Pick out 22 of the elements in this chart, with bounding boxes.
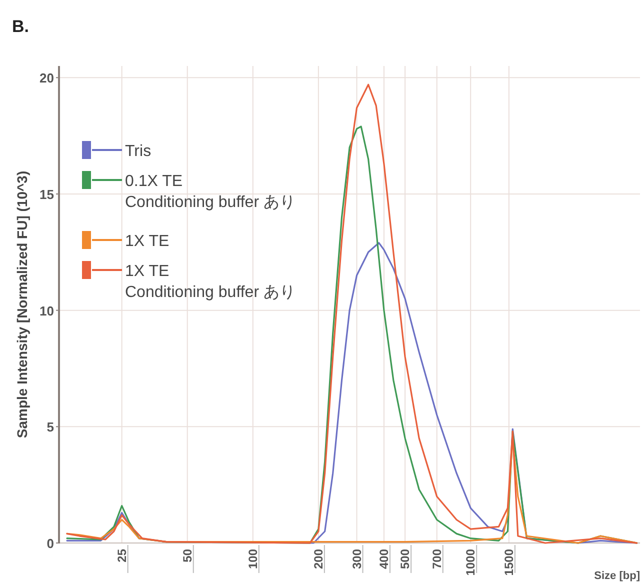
y-tick-label: 15 xyxy=(40,186,54,202)
x-axis-title: Size [bp] xyxy=(594,570,640,582)
x-tick-label: 500 xyxy=(398,548,412,570)
x-tick-label: 1000 xyxy=(464,548,478,576)
y-axis-title: Sample Intensity [Normalized FU] (10^3) xyxy=(14,170,30,438)
legend-label: 1X TE xyxy=(125,233,170,250)
legend-label: 0.1X TE Conditioning buffer あり xyxy=(125,173,296,211)
y-tick-label: 10 xyxy=(40,303,54,318)
x-tick-label: 300 xyxy=(350,548,364,570)
chart-title: B. xyxy=(12,17,29,36)
x-tick-label: 50 xyxy=(180,548,194,562)
y-tick-label: 20 xyxy=(40,70,54,86)
y-tick-label: 0 xyxy=(46,536,54,551)
x-tick-label: 400 xyxy=(376,548,391,570)
x-tick-label: 100 xyxy=(246,548,260,570)
legend-label: Tris xyxy=(125,143,152,160)
legend-label: 1X TE Conditioning buffer あり xyxy=(125,263,296,301)
x-tick-label: 1500 xyxy=(502,548,516,576)
y-tick-label: 5 xyxy=(46,420,54,435)
x-tick-label: 25 xyxy=(114,548,129,562)
x-tick-label: 200 xyxy=(311,548,326,570)
x-tick-label: 700 xyxy=(430,548,444,570)
